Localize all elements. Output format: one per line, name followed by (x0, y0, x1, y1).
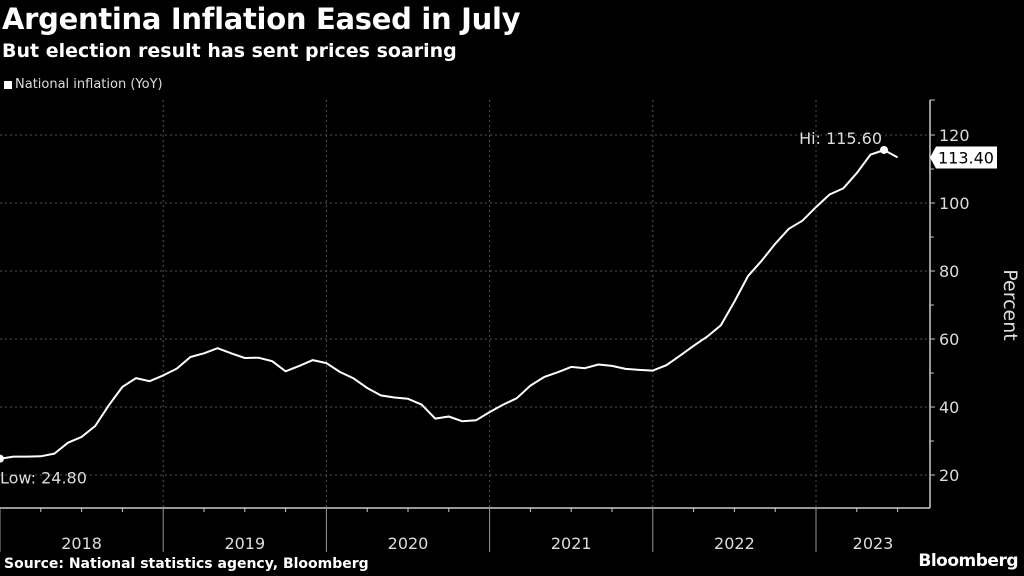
legend-label: National inflation (YoY) (15, 77, 163, 92)
y-tick-label: 40 (939, 398, 959, 417)
x-tick-label: 2021 (551, 534, 592, 553)
legend-swatch (4, 80, 12, 89)
y-tick-label: 100 (939, 194, 970, 213)
y-tick-label: 20 (939, 466, 959, 485)
source-note: Source: National statistics agency, Bloo… (4, 556, 369, 572)
last-value-tag (930, 146, 997, 169)
x-tick-label: 2019 (224, 534, 265, 553)
high-point-marker (880, 145, 888, 154)
inflation-line (0, 149, 899, 460)
bloomberg-logo: Bloomberg (918, 551, 1018, 571)
last-value-label: 113.40 (938, 148, 994, 167)
x-tick-label: 2022 (714, 534, 755, 553)
low-label: Low: 24.80 (0, 469, 87, 488)
y-tick-label: 80 (939, 262, 959, 281)
legend: National inflation (YoY) (4, 77, 163, 92)
chart-subtitle: But election result has sent prices soar… (2, 40, 457, 62)
chart-title: Argentina Inflation Eased in July (2, 2, 521, 36)
y-tick-label: 60 (939, 330, 959, 349)
y-tick-label: 120 (939, 126, 970, 145)
x-tick-label: 2023 (853, 534, 894, 553)
x-tick-label: 2020 (388, 534, 429, 553)
y-axis-label: Percent (999, 269, 1021, 341)
low-point-marker (0, 454, 4, 463)
high-label: Hi: 115.60 (799, 129, 882, 148)
x-tick-label: 2018 (61, 534, 102, 553)
